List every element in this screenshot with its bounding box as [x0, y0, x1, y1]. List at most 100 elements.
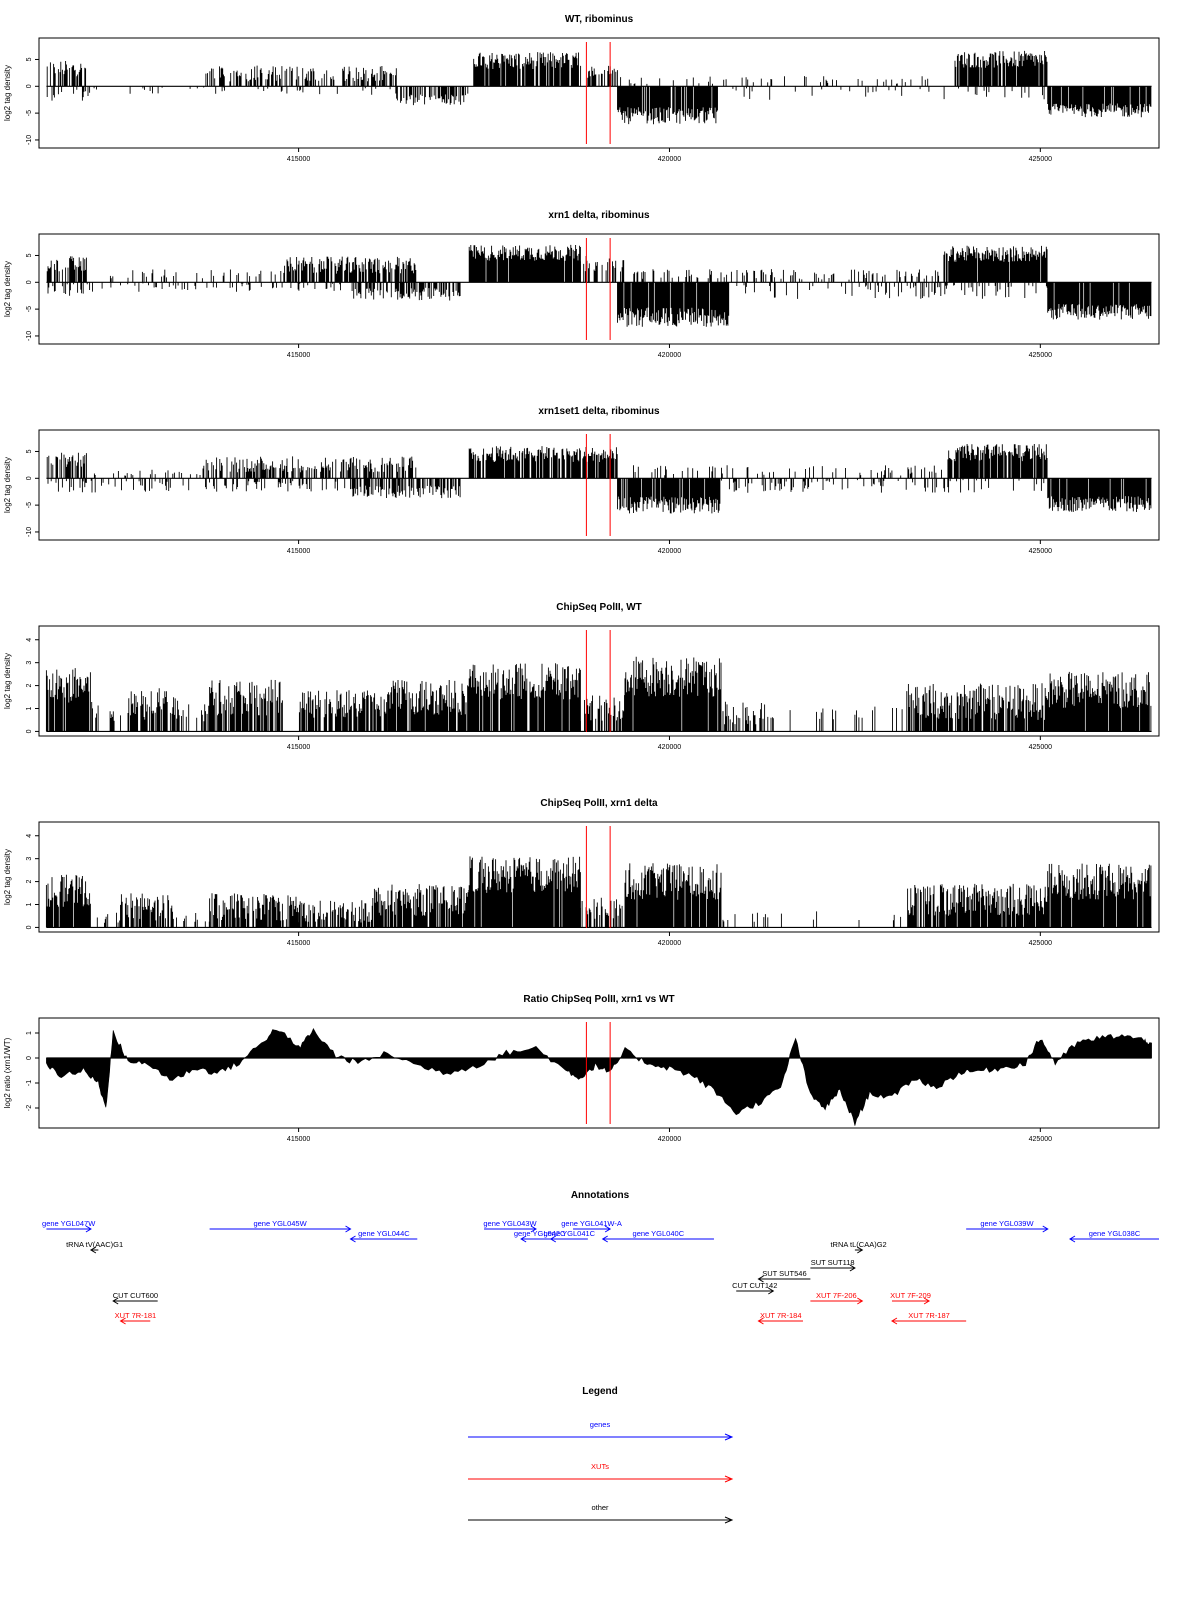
y-axis-label: log2 ratio (xrn1/WT) [3, 1037, 12, 1108]
x-tick-label: 425000 [1029, 352, 1052, 359]
y-axis-label: log2 tag density [3, 849, 12, 905]
arrow-head [857, 1246, 864, 1254]
feature-label: gene YGL044C [358, 1229, 410, 1238]
arrow-head [604, 1225, 612, 1233]
arrow-head [530, 1225, 537, 1233]
data-marks [45, 656, 1152, 732]
y-tick-label: 1 [26, 902, 33, 906]
arrow-head [891, 1317, 898, 1325]
arrow-head [345, 1225, 352, 1233]
arrow-head [923, 1297, 931, 1305]
y-tick-label: 3 [26, 661, 33, 665]
x-tick-label: 425000 [1029, 548, 1052, 555]
x-tick-label: 415000 [287, 156, 310, 163]
x-tick-label: 420000 [658, 940, 681, 947]
panel-title: xrn1 delta, ribominus [548, 210, 650, 221]
feature-label: XUT 7R-184 [760, 1311, 802, 1320]
x-tick-label: 425000 [1029, 1136, 1052, 1143]
panel-title: WT, ribominus [565, 14, 634, 25]
feature-label: XUT 7F-206 [816, 1291, 857, 1300]
arrow-head [549, 1235, 557, 1243]
y-tick-label: 4 [26, 638, 33, 642]
x-tick-label: 415000 [287, 744, 310, 751]
x-tick-label: 425000 [1029, 940, 1052, 947]
data-marks [45, 856, 1152, 928]
legend-title: Legend [582, 1386, 618, 1397]
plot-frame [38, 37, 1160, 149]
y-tick-label: 5 [26, 57, 33, 61]
feature-label: XUT 7R-187 [908, 1311, 950, 1320]
arrow-head [768, 1287, 775, 1295]
arrow-head [1069, 1235, 1076, 1243]
y-tick-label: 1 [26, 706, 33, 710]
x-tick-label: 420000 [658, 548, 681, 555]
y-tick-label: 0 [26, 925, 33, 929]
y-tick-label: 0 [26, 84, 33, 88]
y-tick-label: -1 [26, 1080, 33, 1086]
y-tick-label: 5 [26, 449, 33, 453]
arrow-head [757, 1317, 764, 1325]
density-bars [45, 856, 1152, 928]
ratio-area [46, 1028, 1152, 1126]
legend-label: other [591, 1503, 609, 1512]
arrow-head [85, 1225, 92, 1233]
y-tick-label: -2 [26, 1105, 33, 1111]
feature-label: gene YGL041W-A [561, 1219, 622, 1228]
y-tick-label: 0 [26, 476, 33, 480]
x-tick-label: 415000 [287, 940, 310, 947]
x-tick-label: 425000 [1029, 156, 1052, 163]
arrow-head [857, 1297, 864, 1305]
arrow-head [520, 1235, 527, 1243]
plot-frame [38, 1017, 1160, 1129]
feature-label: XUT 7F-209 [890, 1291, 931, 1300]
feature-label: gene YGL047W [42, 1219, 96, 1228]
arrow-head [757, 1275, 764, 1283]
x-tick-label: 420000 [658, 744, 681, 751]
arrow-head [601, 1235, 608, 1243]
y-axis-label: log2 tag density [3, 457, 12, 513]
feature-label: gene YGL039W [980, 1219, 1034, 1228]
density-bars [45, 656, 1152, 732]
data-marks [46, 244, 1152, 327]
y-axis-label: log2 tag density [3, 261, 12, 317]
feature-label: gene YGL040C [633, 1229, 685, 1238]
y-tick-label: 0 [26, 1056, 33, 1060]
plot-frame [38, 625, 1160, 737]
feature-label: CUT CUT142 [732, 1281, 777, 1290]
panel-title: Ratio ChipSeq PolII, xrn1 vs WT [523, 994, 674, 1005]
feature-label: gene YGL043W [483, 1219, 537, 1228]
x-tick-label: 420000 [658, 1136, 681, 1143]
y-tick-label: 3 [26, 857, 33, 861]
x-tick-label: 425000 [1029, 744, 1052, 751]
density-bars [46, 50, 1152, 125]
data-marks [46, 50, 1152, 125]
y-tick-label: 0 [26, 280, 33, 284]
feature-label: tRNA tV(AAC)G1 [66, 1240, 123, 1249]
arrow-head [849, 1264, 856, 1272]
x-tick-label: 415000 [287, 1136, 310, 1143]
feature-label: gene YGL038C [1089, 1229, 1141, 1238]
y-tick-label: -10 [26, 135, 33, 145]
arrow-head [724, 1516, 734, 1524]
data-marks [46, 1028, 1152, 1126]
y-tick-label: -10 [26, 331, 33, 341]
arrow-head [349, 1235, 356, 1243]
feature-label: SUT SUT118 [811, 1258, 855, 1267]
panel-title: xrn1set1 delta, ribominus [538, 406, 660, 417]
feature-label: gene YGL041C [544, 1229, 596, 1238]
arrow-head [1042, 1225, 1049, 1233]
y-axis-label: log2 tag density [3, 65, 12, 121]
y-tick-label: 1 [26, 1031, 33, 1035]
x-tick-label: 415000 [287, 352, 310, 359]
arrow-head [89, 1246, 97, 1254]
feature-label: XUT 7R-181 [115, 1311, 157, 1320]
arrow-head [724, 1433, 734, 1441]
annotations-title: Annotations [571, 1190, 630, 1201]
data-marks [46, 444, 1152, 514]
y-tick-label: -5 [26, 306, 33, 312]
legend-label: genes [590, 1420, 611, 1429]
y-tick-label: -5 [26, 110, 33, 116]
x-tick-label: 415000 [287, 548, 310, 555]
y-tick-label: 5 [26, 253, 33, 257]
x-tick-label: 420000 [658, 352, 681, 359]
